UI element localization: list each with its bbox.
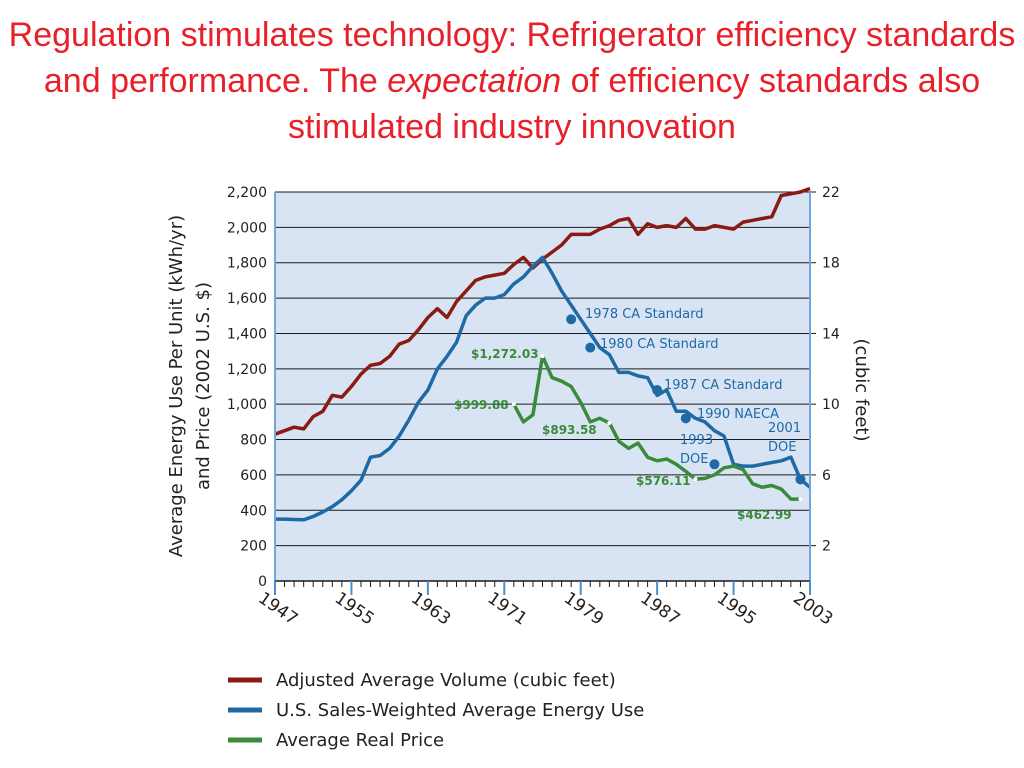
- x-tick-label: 1947: [254, 588, 301, 629]
- y-left-tick-label: 1,400: [227, 326, 267, 342]
- x-tick-label: 2003: [789, 588, 836, 629]
- x-tick-label: 1963: [407, 588, 454, 629]
- doe-2001-label-line2: DOE: [768, 440, 796, 455]
- slide-title-part2: of efficiency standards also stimulated …: [288, 62, 981, 146]
- y-left-tick-label: 1,200: [227, 362, 267, 378]
- standard-marker: [566, 314, 577, 325]
- y-left-tick-label: 800: [240, 433, 267, 449]
- standard-label: 1980 CA Standard: [600, 337, 718, 352]
- y-left-tick-label: 200: [240, 539, 267, 555]
- y-right-tick-label: 18: [822, 256, 840, 272]
- energy-use-line: [275, 255, 812, 522]
- price-marker: [540, 354, 545, 359]
- price-marker: [511, 402, 516, 407]
- y-left-axis-title-line1: Average Energy Use Per Unit (kWh/yr): [166, 215, 187, 557]
- standard-label: 1990 NAECA: [697, 407, 779, 422]
- standard-marker: [585, 342, 596, 353]
- y-left-tick-label: 400: [240, 503, 267, 519]
- y-left-tick-label: 1,800: [227, 256, 267, 272]
- standard-marker: [652, 385, 663, 396]
- standard-label: 1978 CA Standard: [585, 307, 703, 322]
- price-label: $999.88: [454, 398, 509, 412]
- y-right-tick-label: 6: [822, 468, 831, 484]
- y-left-tick-label: 600: [240, 468, 267, 484]
- price-marker: [693, 477, 698, 482]
- price-label: $893.58: [542, 423, 597, 437]
- standard-label: 1987 CA Standard: [664, 378, 782, 393]
- legend-label: U.S. Sales-Weighted Average Energy Use: [276, 700, 644, 721]
- y-right-tick-label: 2: [822, 539, 831, 555]
- price-line: [512, 354, 801, 501]
- price-label: $1,272.03: [471, 347, 539, 361]
- x-tick-label: 1971: [484, 588, 531, 629]
- standard-marker: [795, 474, 806, 485]
- price-label: $462.99: [737, 508, 792, 522]
- legend-label: Adjusted Average Volume (cubic feet): [276, 670, 616, 691]
- y-left-tick-label: 1,600: [227, 291, 267, 307]
- y-left-tick-label: 0: [258, 574, 267, 590]
- y-right-tick-label: 22: [822, 185, 840, 201]
- legend-label: Average Real Price: [276, 730, 444, 751]
- slide-title-part1: Regulation stimulates technology: Refrig…: [8, 16, 1016, 100]
- x-tick-label: 1995: [713, 588, 760, 629]
- doe-2001-label-line1: 2001: [768, 421, 801, 436]
- doe-1993-label-line1: 1993: [680, 433, 713, 448]
- y-left-tick-label: 2,000: [227, 220, 267, 236]
- x-tick-label: 1987: [637, 588, 684, 629]
- standard-marker: [709, 459, 720, 470]
- price-marker: [607, 420, 612, 425]
- y-right-axis-title: (cubic feet): [851, 339, 872, 442]
- y-right-tick-label: 10: [822, 397, 840, 413]
- slide-title: Regulation stimulates technology: Refrig…: [0, 12, 1024, 150]
- slide-title-emphasis: expectation: [387, 62, 562, 100]
- standard-marker: [680, 413, 691, 424]
- doe-1993-label-line2: DOE: [680, 452, 708, 467]
- price-marker: [798, 497, 803, 502]
- x-tick-label: 1979: [560, 588, 607, 629]
- y-left-axis-title-line2: and Price (2002 U.S. $): [193, 282, 214, 490]
- y-left-tick-label: 2,200: [227, 185, 267, 201]
- price-label: $576.11: [636, 474, 691, 488]
- y-left-tick-label: 1,000: [227, 397, 267, 413]
- x-tick-label: 1955: [331, 588, 378, 629]
- y-right-tick-label: 14: [822, 326, 840, 342]
